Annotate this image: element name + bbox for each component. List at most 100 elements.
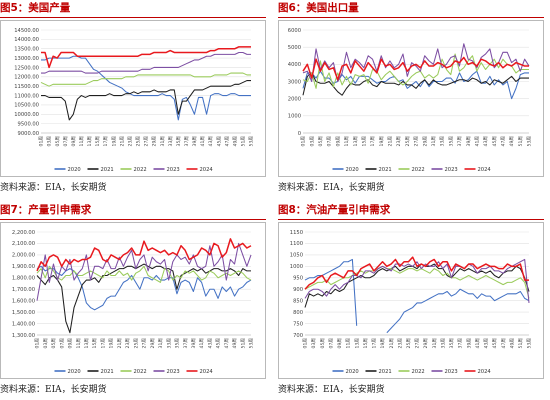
y-tick-label: 750 [293,321,303,327]
series-line-2024 [304,256,529,290]
y-tick-label: 1000 [288,114,301,120]
legend-label: 2024 [200,167,214,173]
x-tick-label: 37周 [458,338,464,349]
x-tick-label: 35周 [176,136,182,147]
legend-label: 2023 [445,369,458,375]
series-line-2021 [41,80,251,121]
x-tick-label: 07周 [63,136,69,147]
x-tick-label: 43周 [483,136,489,147]
x-tick-label: 31周 [432,338,438,349]
legend-label: 2022 [134,167,147,173]
legend-label: 2022 [134,369,147,375]
x-tick-label: 49周 [232,136,238,147]
x-tick-label: 25周 [405,136,411,147]
x-tick-label: 23周 [396,136,402,147]
x-tick-label: 05周 [320,338,326,349]
x-tick-label: 21周 [388,136,394,147]
x-tick-label: 01周 [303,338,309,349]
x-tick-label: 45周 [492,338,498,349]
y-tick-label: 0 [298,131,301,137]
x-tick-label: 01周 [35,338,41,349]
x-tick-label: 09周 [335,136,341,147]
x-tick-label: 19周 [111,136,117,147]
legend-label: 2021 [101,369,114,375]
y-tick-label: 850 [293,298,303,304]
chart-svg: 1,300.00 1,400.00 1,500.00 1,600.00 1,700.00… [12,230,255,375]
x-tick-label: 05周 [318,136,324,147]
x-tick-label: 27周 [144,136,150,147]
chart-title: 图6：美国出口量 [278,2,359,14]
x-tick-label: 33周 [440,136,446,147]
x-tick-label: 53周 [249,338,255,349]
x-tick-label: 35周 [175,338,181,349]
x-tick-label: 09周 [68,338,74,349]
x-tick-label: 43周 [208,136,214,147]
x-tick-label: 09周 [71,136,77,147]
x-tick-label: 25周 [406,338,412,349]
legend-label: 2024 [478,167,492,173]
y-tick-label: 12000.00 [14,75,39,81]
x-tick-label: 21周 [389,338,395,349]
chart-panel-2: 图6：美国出口量 0 1000 2000 3000 4000 5000 6000 01周 03周… [278,0,544,196]
x-tick-label: 03周 [47,136,53,147]
x-tick-label: 39周 [466,338,472,349]
x-tick-label: 17周 [372,338,378,349]
chart-frame: 0 1000 2000 3000 4000 5000 6000 01周 03周 05周 07周 09周… [278,20,544,177]
y-tick-label: 9000.00 [18,131,39,137]
y-tick-label: 1050 [290,253,303,259]
legend-label: 2020 [68,167,81,173]
x-tick-label: 27周 [414,136,420,147]
x-tick-label: 47周 [501,338,507,349]
series-line-2020 [36,265,252,311]
chart-title: 图8：汽油产量引申需求 [278,204,391,216]
legend-label: 2020 [346,167,359,173]
title-rule [278,17,544,18]
title-rule [0,219,266,220]
x-tick-label: 31周 [160,136,166,147]
y-tick-label: 1,400.00 [12,321,35,327]
chart-panel-3: 图7：产量引申需求 1,300.00 1,400.00 1,500.00 1,600.… [0,202,266,398]
legend-label: 2023 [167,167,180,173]
series-line-2020 [41,55,251,121]
x-tick-label: 49周 [509,338,515,349]
chart-panel-4: 图8：汽油产量引申需求 700 750 800 850 900 950 1000 1050 11… [278,202,544,398]
x-tick-label: 15周 [92,338,98,349]
x-tick-label: 11周 [346,338,352,349]
y-tick-label: 800 [293,310,303,316]
x-tick-label: 51周 [241,136,247,147]
x-tick-label: 29周 [422,136,428,147]
x-tick-label: 53周 [527,338,533,349]
x-tick-label: 29周 [423,338,429,349]
legend-label: 2023 [167,369,180,375]
x-tick-label: 23周 [125,338,131,349]
chart-frame: 1,300.00 1,400.00 1,500.00 1,600.00 1,700.00… [0,222,266,379]
x-tick-label: 41周 [474,136,480,147]
x-tick-label: 19周 [380,338,386,349]
x-tick-label: 37周 [184,136,190,147]
x-tick-label: 49周 [509,136,515,147]
x-tick-label: 39周 [466,136,472,147]
x-tick-label: 11周 [344,136,350,147]
x-tick-label: 25周 [136,136,142,147]
x-tick-label: 07周 [59,338,65,349]
legend-label: 2021 [379,167,392,173]
x-tick-label: 03周 [43,338,49,349]
x-tick-label: 43周 [207,338,213,349]
y-tick-label: 3000 [288,79,301,85]
y-tick-label: 13000.00 [14,56,39,62]
legend-label: 2021 [379,369,392,375]
x-tick-label: 23周 [127,136,133,147]
x-tick-label: 37周 [457,136,463,147]
x-tick-label: 25周 [133,338,139,349]
y-tick-label: 14000.00 [14,37,39,43]
x-tick-label: 31周 [431,136,437,147]
series-line-2020 [304,258,530,334]
x-tick-label: 15周 [361,136,367,147]
y-tick-label: 700 [293,333,303,339]
series-line-2023 [302,43,530,83]
chart-svg: 9000.00 9500.00 10000.00 10500.00 11000.00 11… [14,28,254,173]
x-tick-label: 13周 [87,136,93,147]
series-line-2024 [302,56,529,81]
legend-label: 2022 [412,369,425,375]
x-tick-label: 41周 [199,338,205,349]
